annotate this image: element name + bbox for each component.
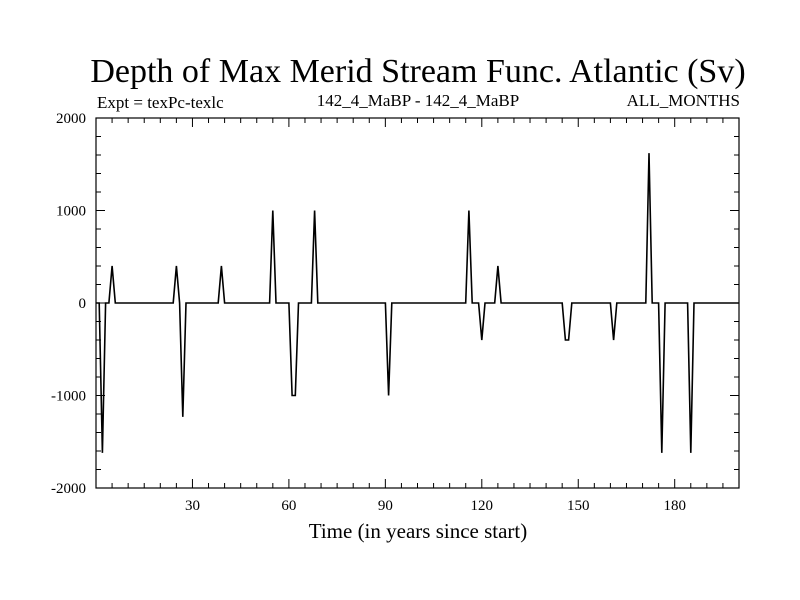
x-tick-label: 90: [378, 498, 393, 514]
x-axis-label: Time (in years since start): [309, 519, 528, 543]
x-tick-label: 60: [281, 498, 296, 514]
x-tick-label: 150: [567, 498, 590, 514]
comparison-label: 142_4_MaBP - 142_4_MaBP: [317, 91, 519, 110]
y-tick-label: 1000: [56, 204, 86, 220]
axis-ticks: 30 60 90 120 150 180 2000 1000 0 -1000 -2000: [51, 111, 739, 514]
chart-title: Depth of Max Merid Stream Func. Atlantic…: [90, 53, 745, 90]
plot-area: 30 60 90 120 150 180 2000 1000 0 -1000 -2000: [51, 111, 740, 514]
y-tick-label: 2000: [56, 111, 86, 127]
series-layer: [96, 153, 739, 453]
experiment-label: Expt = texPc-texlc: [97, 93, 224, 112]
x-tick-label: 180: [663, 498, 686, 514]
y-tick-label: 0: [79, 296, 87, 312]
y-tick-label: -2000: [51, 481, 86, 497]
y-tick-label: -1000: [51, 389, 86, 405]
months-label: ALL_MONTHS: [627, 91, 740, 110]
series-line: [96, 153, 739, 453]
x-tick-label: 120: [471, 498, 494, 514]
x-tick-label: 30: [185, 498, 200, 514]
